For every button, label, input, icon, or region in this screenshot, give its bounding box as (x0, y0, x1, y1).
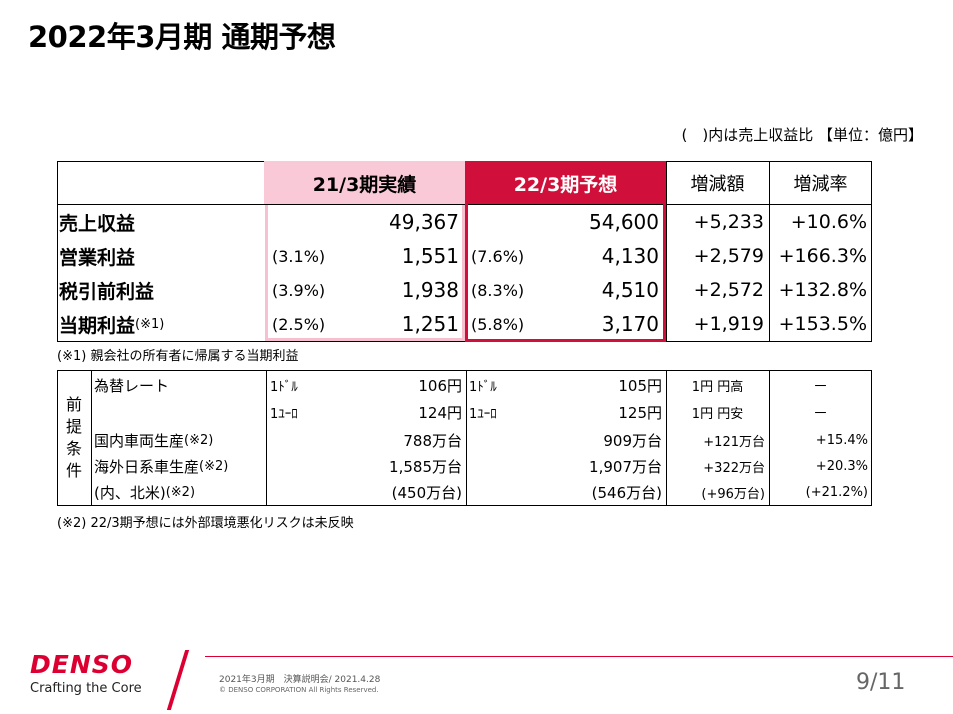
actual-ratio: (3.1%) (272, 246, 326, 266)
header-actual: 21/3期実績 (264, 161, 465, 205)
actual-value: 1,551 (401, 244, 459, 268)
production-label: 海外日系車生産 (※2) (94, 457, 229, 476)
row-label: 営業利益 (59, 246, 136, 269)
footnote-1: (※1) 親会社の所有者に帰属する当期利益 (57, 349, 299, 364)
forecast-ratio: (5.8%) (471, 314, 525, 334)
footer-divider (205, 656, 953, 657)
copyright: © DENSO CORPORATION All Rights Reserved. (219, 686, 379, 694)
change-value: +1,919 (693, 313, 764, 335)
production-actual: 1,585万台 (389, 457, 462, 476)
production-rate: (+21.2%) (805, 484, 868, 500)
tagline: Crafting the Core (30, 681, 142, 696)
footnote-2: (※2) 22/3期予想には外部環境悪化リスクは未反映 (57, 516, 354, 531)
page-title: 2022年3月期 通期予想 (28, 20, 336, 54)
premise-table: 前 提 条 件 為替レート 1ﾄﾞﾙ 106円 1ﾄﾞﾙ 105円 1円 円高 … (57, 370, 872, 506)
unit-note: ( )内は売上収益比 【単位：億円】 (681, 126, 923, 144)
production-actual: 788万台 (403, 431, 462, 450)
fx-currency: 1ﾄﾞﾙ (469, 379, 497, 395)
production-label: (内、北米) (※2) (94, 483, 196, 502)
forecast-table: 21/3期実績 22/3期予想 増減額 増減率 売上収益 49,367 54,6… (57, 161, 872, 342)
production-forecast: 909万台 (603, 431, 662, 450)
fx-actual: 124円 (418, 403, 462, 422)
actual-value: 1,938 (401, 278, 459, 302)
logo-slash (166, 650, 190, 710)
forecast-value: 3,170 (601, 312, 659, 336)
fx-forecast: 125円 (618, 403, 662, 422)
fx-currency: 1ﾕｰﾛ (270, 406, 298, 422)
forecast-value: 4,510 (601, 278, 659, 302)
actual-ratio: (3.9%) (272, 280, 326, 300)
change-value: +5,233 (693, 211, 764, 233)
production-change: +322万台 (703, 460, 765, 476)
fx-rate: － (812, 403, 828, 422)
production-rate: +15.4% (815, 432, 868, 448)
fx-change: 1円 円安 (691, 406, 744, 422)
fx-actual: 106円 (418, 376, 462, 395)
actual-value: 49,367 (389, 210, 459, 234)
forecast-value: 4,130 (601, 244, 659, 268)
header-change: 増減額 (690, 174, 745, 195)
production-forecast: (546万台) (591, 483, 662, 502)
production-rate: +20.3% (815, 458, 868, 474)
rate-value: +132.8% (778, 279, 867, 301)
production-label: 国内車両生産 (※2) (94, 431, 214, 450)
row-label: 当期利益 (※1) (59, 314, 165, 337)
production-forecast: 1,907万台 (589, 457, 662, 476)
production-change: (+96万台) (701, 486, 765, 502)
actual-value: 1,251 (401, 312, 459, 336)
rate-value: +166.3% (778, 245, 867, 267)
change-value: +2,579 (693, 245, 764, 267)
forecast-value: 54,600 (589, 210, 659, 234)
header-forecast: 22/3期予想 (465, 161, 666, 205)
forecast-ratio: (8.3%) (471, 280, 525, 300)
denso-logo: DENSO (30, 650, 134, 679)
event-caption: 2021年3月期 決算説明会/ 2021.4.28 (219, 675, 381, 685)
fx-currency: 1ﾄﾞﾙ (270, 379, 298, 395)
rate-value: +153.5% (778, 313, 867, 335)
rate-value: +10.6% (790, 211, 867, 233)
fx-label: 為替レート (94, 376, 170, 395)
fx-change: 1円 円高 (691, 379, 744, 395)
page-number: 9/11 (856, 670, 906, 695)
production-actual: (450万台) (391, 483, 462, 502)
forecast-ratio: (7.6%) (471, 246, 525, 266)
row-label: 税引前利益 (59, 280, 155, 303)
header-rate: 増減率 (793, 174, 848, 195)
fx-rate: － (812, 376, 828, 395)
fx-forecast: 105円 (618, 376, 662, 395)
change-value: +2,572 (693, 279, 764, 301)
premise-side-label: 前 提 条 件 (65, 395, 82, 480)
production-change: +121万台 (703, 434, 765, 450)
fx-currency: 1ﾕｰﾛ (469, 406, 497, 422)
row-label-note: (※1) (135, 316, 165, 332)
row-label: 売上収益 (59, 212, 136, 235)
actual-ratio: (2.5%) (272, 314, 326, 334)
